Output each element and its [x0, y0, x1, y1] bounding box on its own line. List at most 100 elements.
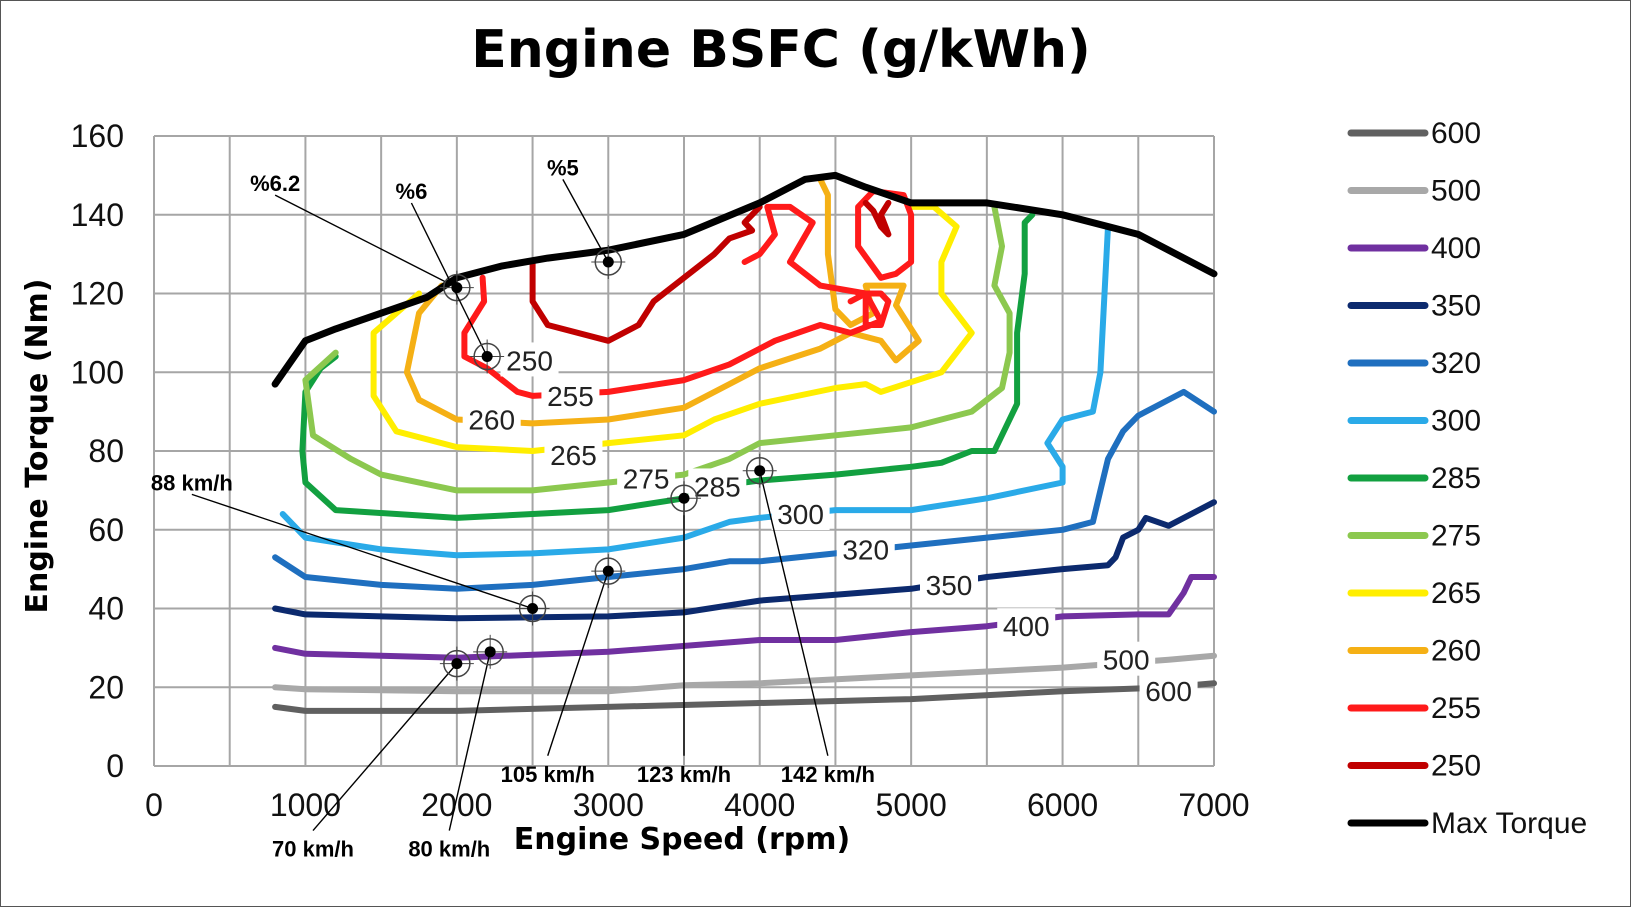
x-tick-label: 2000: [421, 787, 492, 823]
series-line-500: [272, 652, 1217, 695]
series-line-255: [461, 203, 884, 399]
legend-label: 255: [1431, 692, 1481, 725]
contour-label-bg: [997, 608, 1056, 643]
operating-point-label: 123 km/h: [637, 762, 731, 787]
y-tick-label: 140: [71, 197, 124, 233]
y-tick-label: 80: [88, 433, 124, 469]
series-line-250: [529, 203, 763, 344]
leader-line: [274, 194, 458, 289]
contour-label: 285: [694, 471, 741, 502]
contour-label-bg: [500, 342, 559, 377]
contour-label: 350: [926, 570, 973, 601]
contour-label: 275: [623, 464, 670, 495]
x-tick-label: 6000: [1027, 787, 1098, 823]
x-tick-label: 5000: [876, 787, 947, 823]
x-tick-label: 0: [145, 787, 163, 823]
legend: 600 500 400 350 320 300 285 275 265 260 255 250 Max …: [1347, 117, 1587, 840]
leader-line: [410, 202, 488, 357]
contour-label-bg: [688, 468, 747, 503]
legend-label: 265: [1431, 577, 1481, 610]
leader-line: [448, 651, 491, 831]
series-line-max-torque: [271, 171, 1218, 388]
x-tick-label: 4000: [724, 787, 795, 823]
operating-point-marker: [481, 351, 493, 362]
legend-label: 350: [1431, 290, 1481, 323]
series-line-255c: [847, 290, 892, 328]
operating-point-label: 88 km/h: [151, 470, 233, 495]
series-line-250b: [862, 199, 892, 238]
y-tick-label: 40: [88, 591, 124, 627]
x-ticks: 0 1000 2000 3000 4000 5000 6000 7000: [145, 787, 1249, 823]
operating-point-label: 80 km/h: [408, 837, 490, 862]
series-line-260: [403, 176, 922, 427]
leader-line: [759, 470, 829, 756]
operating-point-marker: [602, 256, 614, 268]
contour-label: 255: [547, 381, 594, 412]
contour-label: 260: [468, 405, 515, 436]
operating-point-marker: [484, 646, 496, 658]
x-tick-label: 1000: [270, 787, 341, 823]
series-line-265: [370, 203, 975, 454]
contour-label: 500: [1103, 645, 1150, 676]
leader-line: [191, 493, 533, 610]
legend-label: 320: [1431, 347, 1481, 380]
contour-label-bg: [920, 566, 978, 601]
legend-label: Max Torque: [1431, 807, 1587, 840]
series-line-300: [279, 223, 1111, 559]
series-line-350: [272, 499, 1217, 622]
operating-point-marker: [754, 465, 766, 477]
y-tick-label: 60: [88, 512, 124, 548]
operating-point-marker: [602, 565, 614, 577]
contour-label: 320: [842, 534, 889, 565]
y-tick-label: 120: [71, 276, 124, 312]
operating-point-label: 70 km/h: [272, 837, 354, 862]
legend-label: 275: [1431, 520, 1481, 553]
y-tick-label: 20: [88, 669, 124, 705]
y-axis-label: Engine Torque (Nm): [20, 278, 55, 613]
contour-label: 300: [777, 499, 824, 530]
legend-label: 500: [1431, 175, 1481, 208]
leader-line: [547, 570, 609, 756]
series-line-600: [272, 680, 1217, 714]
series-line-400: [272, 574, 1217, 661]
x-tick-label: 3000: [573, 787, 644, 823]
legend-label: 300: [1431, 405, 1481, 438]
legend-label: 250: [1431, 750, 1481, 783]
y-tick-label: 0: [106, 748, 124, 784]
series-line-275: [302, 203, 1013, 494]
contour-label: 600: [1145, 676, 1192, 707]
series-lines: [271, 171, 1218, 714]
legend-label: 400: [1431, 232, 1481, 265]
operating-point-label: %6.2: [250, 171, 300, 196]
leader-line: [562, 179, 609, 263]
contour-label-bg: [541, 377, 600, 412]
operating-point-label: %5: [547, 155, 579, 180]
legend-label: 260: [1431, 635, 1481, 668]
legend-label: 285: [1431, 462, 1481, 495]
contour-label: 265: [550, 440, 597, 471]
contour-label: 400: [1003, 611, 1050, 642]
x-axis-label: Engine Speed (rpm): [514, 822, 850, 857]
contour-label-bg: [462, 401, 521, 436]
operating-point-marker: [451, 658, 463, 670]
contour-label-bg: [1097, 641, 1156, 676]
operating-point-label: %6: [396, 179, 428, 204]
y-tick-label: 160: [71, 118, 124, 154]
contour-label-bg: [617, 460, 676, 495]
operating-point-marker: [678, 492, 690, 504]
contour-label-bg: [771, 496, 830, 530]
contour-label-bg: [544, 436, 603, 471]
operating-point-label: 142 km/h: [781, 762, 875, 787]
contour-label-bg: [836, 531, 895, 566]
chart-title: Engine BSFC (g/kWh): [471, 20, 1091, 80]
operating-point-marker: [527, 603, 539, 614]
x-tick-label: 7000: [1178, 787, 1249, 823]
leader-line: [312, 663, 458, 832]
operating-points: 70 km/h 80 km/h 88 km/h 105 km/h 123 km/h 142…: [151, 155, 875, 861]
contour-label-bg: [1139, 673, 1198, 708]
y-ticks: 0 20 40 60 80 100 120 140 160: [71, 118, 124, 784]
y-tick-label: 100: [71, 354, 124, 390]
